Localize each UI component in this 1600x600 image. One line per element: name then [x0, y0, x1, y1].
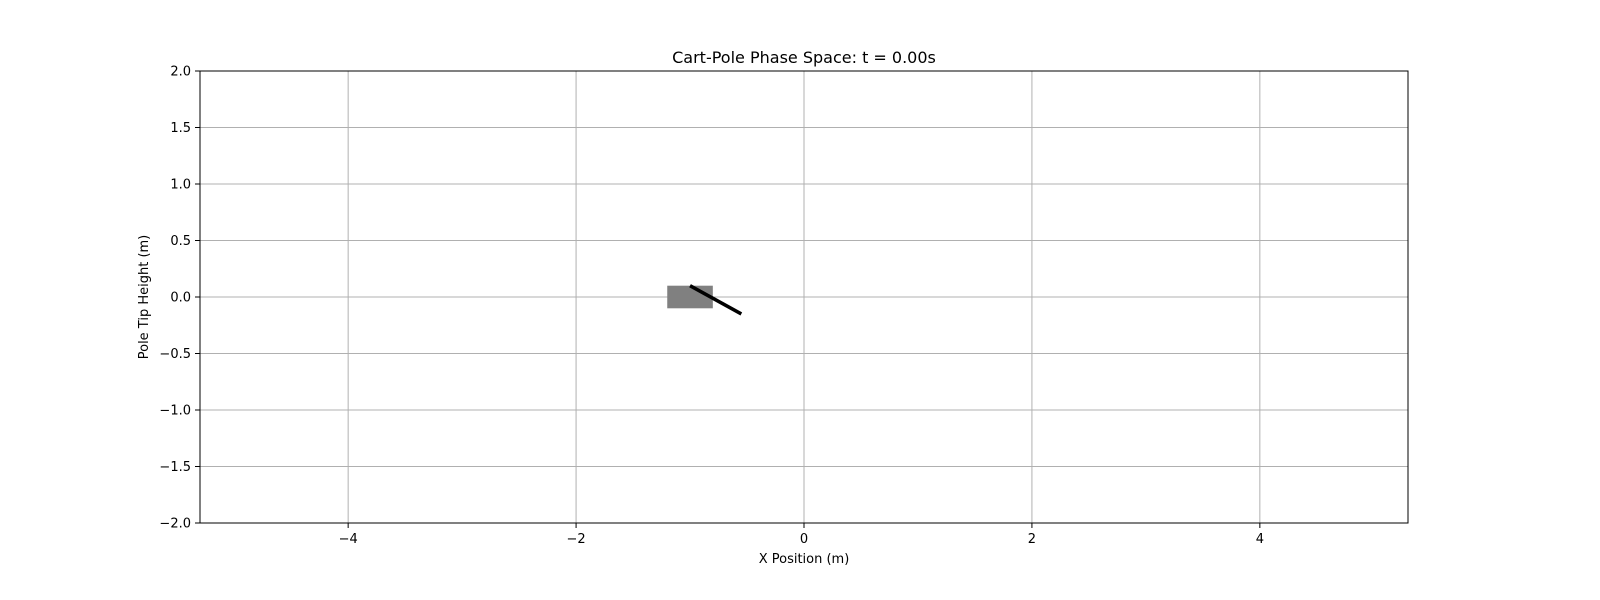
x-tick-label: 4	[1256, 532, 1264, 547]
x-tick-label: −2	[566, 532, 585, 547]
y-tick-label: 0.5	[170, 234, 191, 249]
y-tick-label: −1.0	[159, 404, 191, 419]
y-tick-label: −2.0	[159, 517, 191, 532]
y-axis-label: Pole Tip Height (m)	[137, 235, 152, 360]
cart-body	[667, 285, 713, 309]
y-tick-label: 2.0	[170, 65, 191, 80]
x-axis-label: X Position (m)	[759, 552, 850, 567]
chart-marks	[667, 284, 743, 316]
y-tick-label: −0.5	[159, 347, 191, 362]
pole-line	[689, 284, 743, 316]
y-tick-label: 1.5	[170, 121, 191, 136]
x-tick-label: 0	[800, 532, 808, 547]
x-tick-label: 2	[1028, 532, 1036, 547]
chart-title: Cart-Pole Phase Space: t = 0.00s	[672, 48, 936, 67]
x-tick-label: −4	[339, 532, 358, 547]
y-tick-label: 1.0	[170, 178, 191, 193]
y-tick-label: 0.0	[170, 291, 191, 306]
grid-lines	[200, 71, 1408, 523]
axis-ticks: −4 −2 0 2 4 −2.0 −1.5 −1.0 −0.5 0.0 0.5 1.0 1.5 2.0	[159, 65, 1264, 548]
y-tick-label: −1.5	[159, 460, 191, 475]
